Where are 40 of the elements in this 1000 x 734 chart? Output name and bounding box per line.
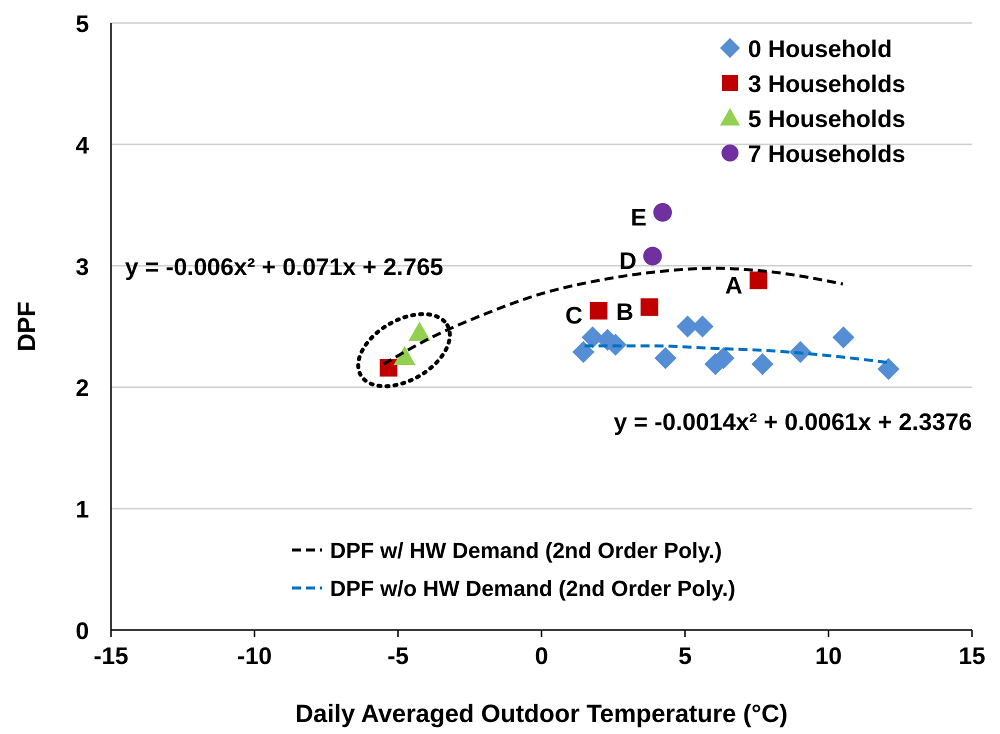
annotation: C (565, 302, 583, 330)
legend-label: DPF w/ HW Demand (2nd Order Poly.) (330, 538, 722, 563)
point (654, 347, 676, 370)
annotation: B (616, 299, 634, 326)
y-tick-label: 2 (76, 375, 89, 402)
point (750, 272, 768, 290)
y-axis-title: DPF (13, 302, 41, 352)
annotation: y = -0.006x² + 0.071x + 2.765 (125, 254, 444, 281)
legend-label: 7 Households (748, 141, 906, 168)
x-tick-label: 10 (815, 643, 842, 670)
annotation: y = -0.0014x² + 0.0061x + 2.3376 (614, 409, 972, 436)
x-tick-label: 15 (958, 643, 986, 670)
x-tick-label: 0 (534, 643, 548, 670)
x-tick-label: -15 (94, 643, 128, 670)
x-tick-label: -5 (387, 643, 409, 670)
y-tick-label: 3 (76, 254, 89, 281)
y-tick-label: 1 (76, 496, 89, 524)
y-tick-label: 5 (76, 11, 89, 38)
y-tick-label: 4 (76, 132, 90, 160)
legend-label: 0 Household (748, 36, 892, 63)
point (572, 340, 594, 363)
legend-label: 3 Households (748, 71, 906, 98)
point (640, 298, 658, 316)
point (408, 322, 431, 341)
x-tick-label: -10 (237, 643, 272, 670)
point (643, 246, 662, 266)
legend-label: DPF w/o HW Demand (2nd Order Poly.) (330, 576, 736, 601)
point (832, 326, 854, 348)
annotation: D (619, 248, 637, 276)
annotation: E (630, 204, 647, 232)
y-tick-label: 0 (76, 618, 89, 645)
point (751, 353, 774, 376)
legend-label: 5 Households (748, 106, 906, 133)
point (590, 302, 608, 320)
x-tick-label: 5 (678, 643, 692, 670)
x-axis-title: Daily Averaged Outdoor Temperature (°C) (295, 700, 788, 728)
annotation: A (725, 272, 742, 300)
point (394, 346, 416, 366)
point (653, 203, 672, 222)
point (877, 358, 900, 380)
